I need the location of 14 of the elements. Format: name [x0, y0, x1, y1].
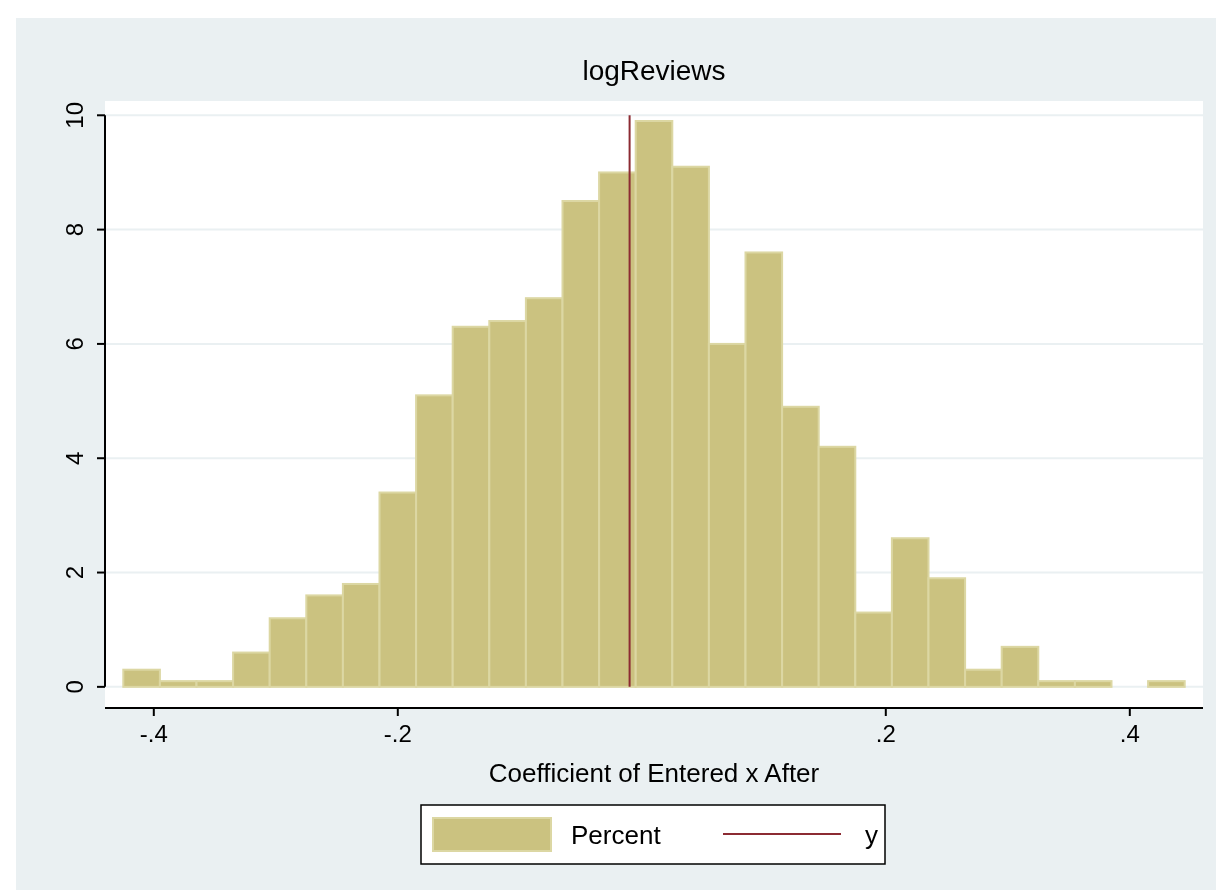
y-tick-label: 10 [61, 101, 88, 129]
chart-title: logReviews [582, 55, 726, 86]
x-tick-label: -.4 [139, 720, 168, 747]
legend-label: y [865, 820, 878, 850]
x-tick-label: -.2 [383, 720, 412, 747]
y-tick-label: 0 [61, 680, 88, 694]
x-tick-label: .2 [875, 720, 896, 747]
y-tick-label: 2 [61, 565, 88, 580]
x-axis-title: Coefficient of Entered x After [488, 758, 820, 788]
x-tick-label: .4 [1119, 720, 1140, 747]
y-tick-label: 4 [61, 451, 88, 465]
y-tick-label: 8 [61, 222, 88, 237]
legend-label: Percent [571, 820, 662, 850]
y-tick-label: 6 [61, 337, 88, 351]
